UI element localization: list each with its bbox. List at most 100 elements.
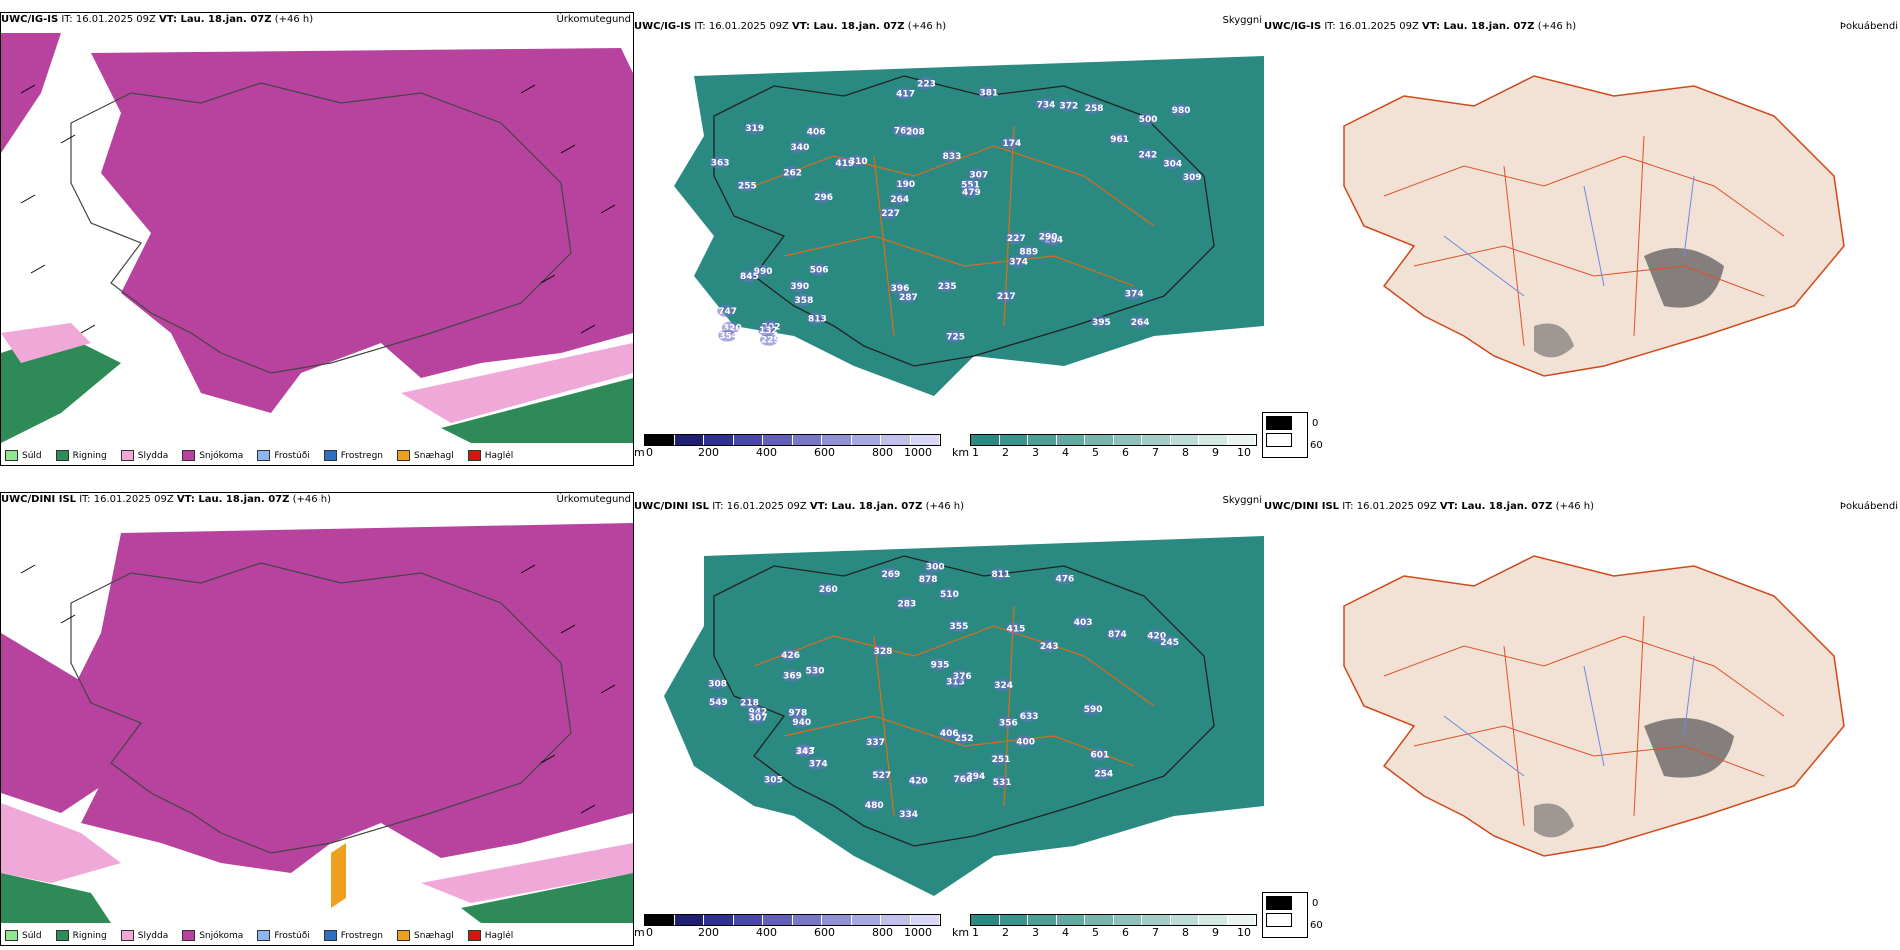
cloud-base-label: 255: [738, 181, 757, 191]
cloud-base-label: 356: [999, 719, 1018, 729]
cbar-tick: 7: [1152, 926, 1159, 939]
issue-time: IT: 16.01.2025 09Z: [58, 14, 160, 25]
cloud-patch: [1058, 99, 1077, 112]
cbar-tick: 400: [756, 446, 777, 459]
cloud-patch: [968, 168, 987, 181]
fog-panel-row1: UWC/IG-IS IT: 16.01.2025 09Z VT: Lau. 18…: [1264, 12, 1900, 464]
cloud-patch: [1137, 148, 1156, 161]
cloud-patch: [847, 155, 866, 168]
legend-swatch: [467, 450, 481, 461]
cloud-base-label: 358: [795, 296, 814, 306]
cloud-patch: [952, 772, 971, 785]
cloud-base-label: 374: [809, 760, 828, 770]
cloud-base-label: 319: [745, 124, 764, 134]
cbar-tick: 2: [1002, 446, 1009, 459]
road-network: [1383, 615, 1785, 827]
cloud-base-label: 290: [1039, 232, 1058, 242]
cloud-base-label: 264: [890, 195, 909, 205]
cloud-patch: [794, 744, 813, 757]
island-land: [1343, 75, 1845, 377]
cloud-patch: [945, 330, 964, 343]
cloud-base-label: 811: [991, 570, 1010, 580]
cloud-patch: [763, 773, 782, 786]
legend-label: Frostregn: [340, 451, 384, 461]
fog-key-label: 0: [1312, 898, 1319, 909]
cloud-patch: [960, 185, 979, 198]
precip-map: [1, 513, 633, 923]
cloud-base-labels: 2642555002271742027658339903107473582083…: [709, 77, 1202, 346]
visibility-colorbar: km 1 2 3 4 5 6 7 8 9 10: [952, 914, 1262, 942]
legend-swatch: [467, 930, 481, 941]
fog-map: [1264, 36, 1900, 456]
valid-time: VT: Lau. 18.jan. 07Z: [809, 501, 923, 512]
cloud-patch: [1137, 113, 1156, 126]
cbar-tick: 0: [646, 446, 653, 459]
fog-key-row: [1266, 433, 1307, 447]
cloud-patch: [995, 290, 1014, 303]
legend-item: Snæhagl: [397, 930, 454, 941]
ice-pellets-area: [331, 843, 346, 908]
fog-patch: [1644, 248, 1724, 308]
model-name: UWC/DINI ISL: [1, 494, 77, 505]
fog-key-row1: [1262, 412, 1308, 458]
cloud-patch: [1083, 101, 1102, 114]
cloud-base-label: 235: [938, 282, 957, 292]
lead-time: (+46 h): [922, 501, 964, 512]
cbar-tick: 4: [1062, 926, 1069, 939]
legend-label: Slydda: [137, 451, 169, 461]
cloud-base-label: 218: [740, 699, 759, 709]
cbar-tick: 10: [1237, 926, 1251, 939]
cloud-patch: [1072, 615, 1091, 628]
cloud-patch: [953, 731, 972, 744]
cloud-base-label: 403: [1074, 618, 1093, 628]
cloud-patch: [807, 757, 826, 770]
cloud-panel-row2: UWC/DINI ISL IT: 16.01.2025 09Z VT: Lau.…: [634, 492, 1264, 944]
cloud-base-label: 940: [792, 718, 811, 728]
cloud-patch: [916, 77, 935, 90]
cloud-base-label: 510: [940, 590, 959, 600]
cloud-patch: [782, 669, 801, 682]
legend-item: Snjókoma: [182, 450, 243, 461]
cloud-base-label: 479: [962, 188, 981, 198]
valid-time: VT: Lau. 18.jan. 07Z: [176, 494, 290, 505]
cloud-base-label: 340: [791, 143, 810, 153]
cloud-base-label: 374: [1125, 290, 1144, 300]
cloud-patch: [1162, 157, 1181, 170]
cloud-base-label: 530: [806, 667, 825, 677]
legend-swatch: [323, 930, 337, 941]
legend-item: Súld: [5, 450, 42, 461]
legend-item: Snæhagl: [397, 450, 454, 461]
precip-legend: Súld Rigning Slydda Snjókoma Frostúði Fr…: [5, 930, 513, 941]
cloud-base-label: 223: [917, 80, 936, 90]
valid-time: VT: Lau. 18.jan. 07Z: [1422, 21, 1535, 32]
model-name: UWC/IG-IS: [1, 14, 59, 25]
cloud-base-label: 343: [796, 747, 815, 757]
cloud-base-label: 227: [881, 209, 900, 219]
cloud-patch: [895, 178, 914, 191]
cloud-patch: [880, 207, 899, 220]
cloud-patch: [1170, 104, 1189, 117]
cloud-base-label: 252: [955, 734, 974, 744]
cbar-tick: 600: [814, 926, 835, 939]
fog-key-row: [1266, 913, 1307, 927]
cbar-unit: km: [952, 446, 970, 459]
wind-barbs: [20, 84, 616, 334]
cloud-patch: [991, 776, 1010, 789]
cbar-unit: m: [634, 446, 645, 459]
cloud-base-label: 601: [1090, 750, 1109, 760]
cbar-tick: 9: [1212, 926, 1219, 939]
fog-key-label: 60: [1310, 920, 1323, 931]
cloud-base-label: 980: [1172, 106, 1191, 116]
cloud-base-label: 308: [708, 680, 727, 690]
island-land: [1343, 555, 1845, 857]
cloud-patch: [1005, 622, 1024, 635]
cloud-patch: [787, 706, 806, 719]
cloud-panel-row1: UWC/IG-IS IT: 16.01.2025 09Z VT: Lau. 18…: [634, 12, 1264, 464]
cloud-base-label: 313: [946, 678, 965, 688]
panel-title: Úrkomutegund: [556, 14, 631, 25]
issue-time: IT: 16.01.2025 09Z: [1321, 21, 1423, 32]
cloud-base-label: 307: [749, 714, 768, 724]
cloud-base-label: 354: [719, 331, 738, 341]
cloud-base-label: 527: [872, 771, 891, 781]
cloud-base-label: 174: [1002, 139, 1021, 149]
